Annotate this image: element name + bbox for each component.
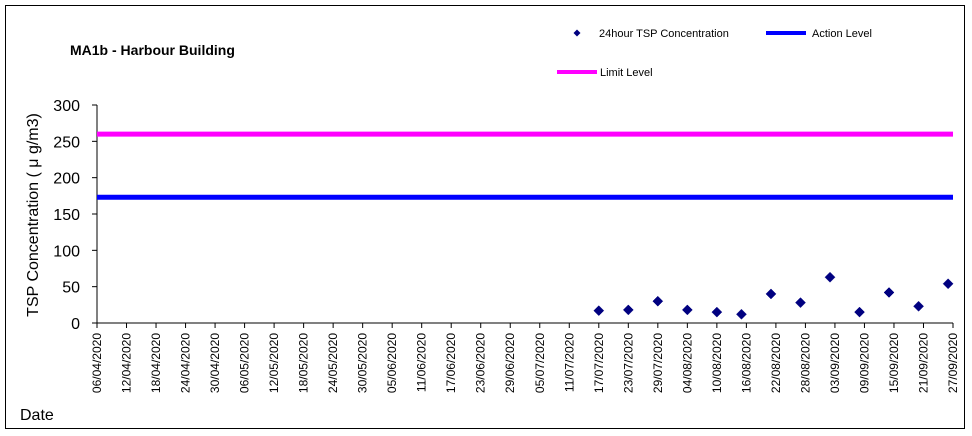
- x-tick-label: 10/08/2020: [710, 333, 724, 393]
- legend-label-scatter: 24hour TSP Concentration: [599, 28, 729, 40]
- y-tick-label: 300: [53, 98, 80, 115]
- x-tick-label: 30/05/2020: [356, 333, 370, 393]
- data-point: [593, 305, 605, 317]
- x-tick-label: 11/07/2020: [562, 333, 576, 392]
- x-tick-label: 21/09/2020: [916, 333, 930, 393]
- x-tick-label: 18/05/2020: [297, 333, 311, 393]
- x-tick-label: 17/06/2020: [444, 333, 458, 393]
- plot-area: 0 50 100 150 200 250 300 06/04/2020 12/04/2020 18…: [53, 98, 960, 393]
- x-tick-label: 29/06/2020: [503, 333, 517, 393]
- x-tick-label: 29/07/2020: [651, 333, 665, 393]
- data-point: [736, 308, 747, 320]
- x-tick-label: 11/06/2020: [415, 333, 429, 392]
- x-tick-label: 17/07/2020: [592, 333, 606, 393]
- y-tick-label: 0: [71, 316, 80, 333]
- chart-title: MA1b - Harbour Building: [70, 42, 235, 58]
- x-tick-label: 23/07/2020: [621, 333, 635, 393]
- data-point: [883, 287, 895, 298]
- y-tick-label: 200: [53, 171, 80, 188]
- chart-frame: [5, 5, 965, 429]
- x-tick-label: 12/04/2020: [120, 333, 134, 393]
- x-tick-label: 24/05/2020: [326, 333, 340, 393]
- x-tick-label: 06/04/2020: [90, 333, 104, 393]
- data-point: [765, 288, 777, 300]
- legend-marker-scatter: [573, 29, 581, 37]
- x-tick-label: 05/07/2020: [533, 333, 547, 393]
- data-point: [854, 306, 865, 318]
- legend: 24hour TSP Concentration Action Level Limi…: [557, 28, 872, 79]
- x-tick-label: 30/04/2020: [208, 333, 222, 393]
- x-tick-label: 18/04/2020: [149, 333, 163, 393]
- y-axis-label: TSP Concentration ( μ g/m3): [25, 113, 42, 317]
- y-tick-label: 50: [62, 280, 80, 297]
- x-tick-label: 24/04/2020: [179, 333, 193, 393]
- x-tick-label: 16/08/2020: [739, 333, 753, 393]
- data-point: [942, 278, 954, 290]
- x-tick-label: 03/09/2020: [828, 333, 842, 393]
- y-tick-label: 100: [53, 243, 80, 260]
- x-tick-label: 12/05/2020: [267, 333, 281, 393]
- x-tick-label: 15/09/2020: [887, 333, 901, 393]
- y-tick-label: 250: [53, 134, 80, 151]
- data-point: [681, 304, 693, 316]
- x-axis-label: Date: [20, 407, 54, 424]
- data-point: [622, 304, 634, 316]
- x-tick-label: 22/08/2020: [769, 333, 783, 393]
- x-tick-label: 04/08/2020: [680, 333, 694, 393]
- legend-label-limit: Limit Level: [600, 67, 653, 79]
- x-tick-label: 23/06/2020: [474, 333, 488, 393]
- x-tick-label: 27/09/2020: [946, 333, 960, 393]
- data-point: [824, 271, 836, 283]
- x-tick-label: 28/08/2020: [798, 333, 812, 393]
- data-point: [711, 306, 723, 318]
- x-tick-label: 06/05/2020: [238, 333, 252, 393]
- x-tick-label: 05/06/2020: [385, 333, 399, 393]
- y-tick-label: 150: [53, 207, 80, 224]
- data-point: [795, 297, 806, 309]
- x-tick-label: 09/09/2020: [857, 333, 871, 393]
- legend-label-action: Action Level: [812, 28, 872, 40]
- data-point: [652, 295, 664, 307]
- data-point: [913, 300, 924, 312]
